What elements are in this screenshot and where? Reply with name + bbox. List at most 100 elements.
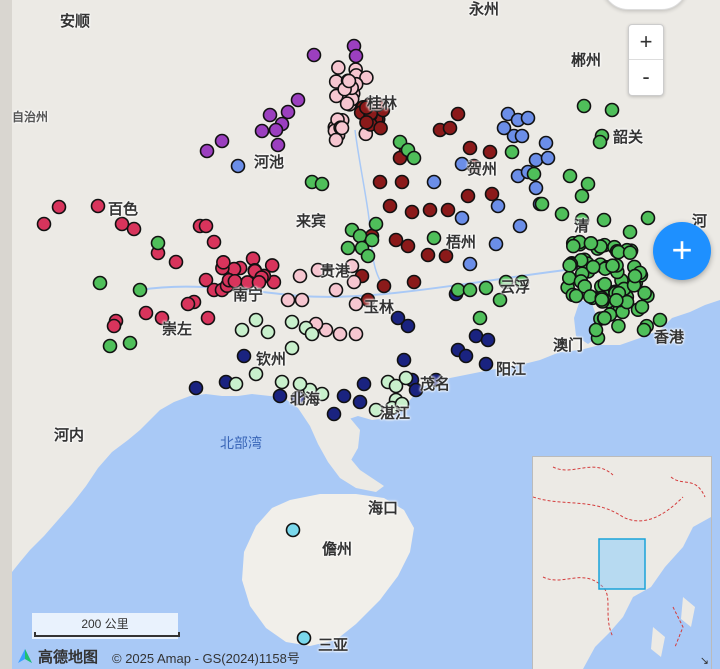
- map-marker[interactable]: [334, 120, 350, 136]
- map-marker[interactable]: [597, 310, 612, 326]
- map-marker[interactable]: [254, 123, 270, 139]
- map-marker[interactable]: [520, 110, 536, 126]
- map-marker[interactable]: [426, 230, 442, 246]
- map-marker[interactable]: [214, 133, 230, 149]
- map-marker[interactable]: [462, 256, 478, 272]
- map-marker[interactable]: [310, 262, 326, 278]
- map-marker[interactable]: [562, 168, 578, 184]
- map-marker[interactable]: [346, 274, 362, 290]
- map-marker[interactable]: [526, 166, 542, 182]
- map-marker[interactable]: [198, 218, 214, 234]
- map-marker[interactable]: [400, 238, 416, 254]
- map-marker[interactable]: [198, 272, 214, 288]
- map-marker[interactable]: [268, 122, 284, 138]
- map-marker[interactable]: [359, 70, 374, 85]
- map-marker[interactable]: [332, 326, 348, 342]
- map-marker[interactable]: [622, 224, 638, 240]
- map-marker[interactable]: [314, 176, 330, 192]
- map-marker[interactable]: [627, 268, 643, 284]
- map-marker[interactable]: [216, 255, 231, 270]
- map-marker[interactable]: [406, 150, 422, 166]
- map-marker[interactable]: [296, 630, 312, 646]
- map-marker[interactable]: [206, 234, 222, 250]
- map-marker[interactable]: [576, 98, 592, 114]
- map-marker[interactable]: [228, 376, 244, 392]
- map-marker[interactable]: [450, 106, 466, 122]
- map-marker[interactable]: [428, 372, 444, 388]
- map-marker[interactable]: [36, 216, 52, 232]
- map-marker[interactable]: [574, 188, 590, 204]
- map-marker[interactable]: [328, 282, 344, 298]
- map-marker[interactable]: [200, 310, 216, 326]
- map-marker[interactable]: [652, 312, 668, 328]
- map-marker[interactable]: [592, 134, 608, 150]
- map-marker[interactable]: [480, 332, 496, 348]
- map-marker[interactable]: [230, 158, 246, 174]
- amap-logo[interactable]: 高德地图: [16, 646, 98, 666]
- map-marker[interactable]: [478, 280, 494, 296]
- map-marker[interactable]: [294, 292, 310, 308]
- map-marker[interactable]: [368, 216, 384, 232]
- map-marker[interactable]: [292, 376, 308, 392]
- map-marker[interactable]: [360, 248, 376, 264]
- map-marker[interactable]: [245, 251, 261, 266]
- map-marker[interactable]: [396, 352, 412, 368]
- map-marker[interactable]: [251, 275, 267, 290]
- map-marker[interactable]: [462, 140, 478, 156]
- map-marker[interactable]: [604, 102, 620, 118]
- map-marker[interactable]: [534, 196, 550, 212]
- map-marker[interactable]: [580, 176, 596, 192]
- map-marker[interactable]: [574, 212, 590, 228]
- map-marker[interactable]: [106, 318, 122, 334]
- overview-toggle-icon[interactable]: ↘: [699, 655, 709, 667]
- overview-map[interactable]: ↘: [532, 456, 712, 669]
- map-marker[interactable]: [285, 522, 301, 538]
- map-marker[interactable]: [304, 326, 320, 342]
- map-marker[interactable]: [348, 48, 364, 64]
- map-marker[interactable]: [496, 120, 512, 136]
- zoom-out-button[interactable]: -: [642, 64, 650, 89]
- map-marker[interactable]: [364, 232, 380, 248]
- map-marker[interactable]: [290, 92, 306, 108]
- map-marker[interactable]: [596, 212, 612, 228]
- map-marker[interactable]: [236, 348, 252, 364]
- map-marker[interactable]: [528, 180, 544, 196]
- map-marker[interactable]: [454, 156, 470, 172]
- map-marker[interactable]: [585, 259, 601, 275]
- map-marker[interactable]: [188, 380, 204, 396]
- map-marker[interactable]: [306, 47, 322, 63]
- map-marker[interactable]: [540, 150, 556, 166]
- map-marker[interactable]: [356, 376, 372, 392]
- map-marker[interactable]: [359, 115, 374, 130]
- map-marker[interactable]: [462, 282, 478, 298]
- map-marker[interactable]: [406, 274, 422, 290]
- map-marker[interactable]: [420, 247, 436, 263]
- map-marker[interactable]: [199, 143, 215, 159]
- map-marker[interactable]: [284, 340, 300, 356]
- map-marker[interactable]: [262, 107, 278, 123]
- map-marker[interactable]: [388, 378, 404, 394]
- map-marker[interactable]: [460, 188, 476, 204]
- map-marker[interactable]: [248, 312, 264, 328]
- map-marker[interactable]: [622, 245, 638, 261]
- map-marker[interactable]: [344, 258, 360, 274]
- map-marker[interactable]: [290, 390, 306, 406]
- map-marker[interactable]: [488, 236, 504, 252]
- map-marker[interactable]: [102, 338, 118, 354]
- map-marker[interactable]: [292, 268, 308, 284]
- map-marker[interactable]: [370, 97, 386, 112]
- map-marker[interactable]: [180, 296, 196, 312]
- map-marker[interactable]: [264, 258, 280, 273]
- map-marker[interactable]: [138, 305, 154, 321]
- map-marker[interactable]: [398, 370, 414, 386]
- map-marker[interactable]: [348, 296, 364, 312]
- map-marker[interactable]: [373, 120, 388, 136]
- map-marker[interactable]: [227, 273, 243, 289]
- map-marker[interactable]: [482, 144, 498, 160]
- map-marker[interactable]: [472, 310, 488, 326]
- map-marker[interactable]: [154, 310, 170, 326]
- map-marker[interactable]: [492, 292, 508, 308]
- map-marker[interactable]: [426, 174, 442, 190]
- map-marker[interactable]: [352, 394, 368, 410]
